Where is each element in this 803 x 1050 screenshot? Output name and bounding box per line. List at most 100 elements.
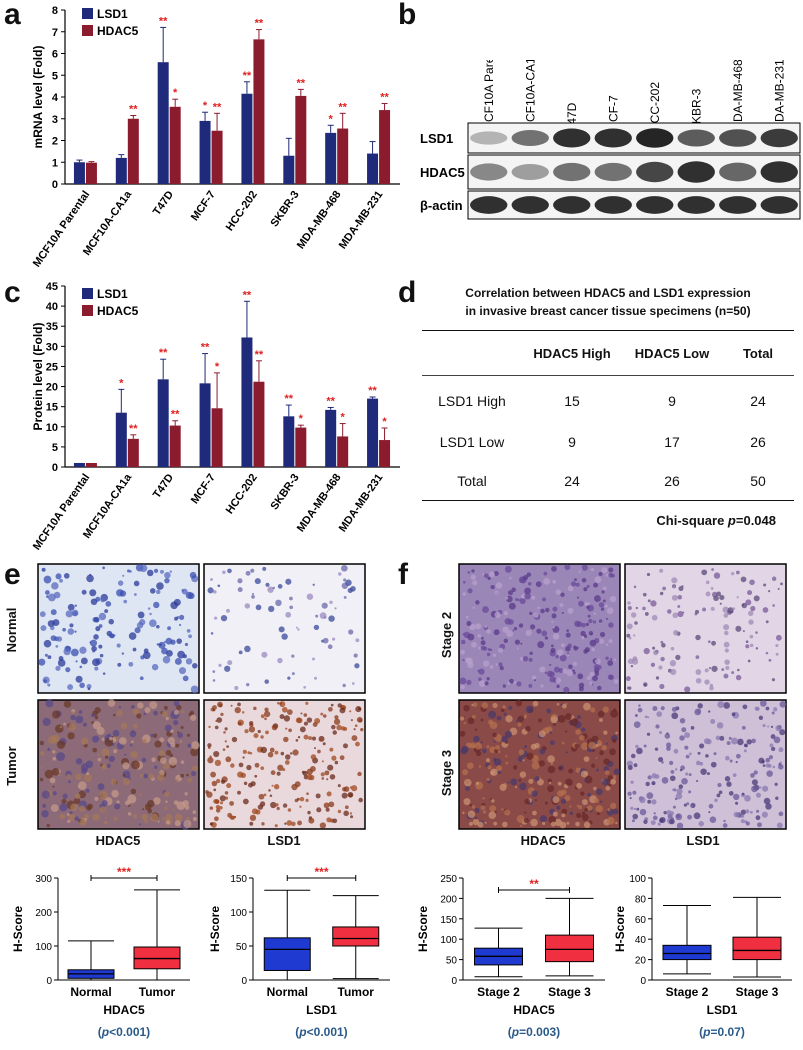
cell-nucleus: [244, 603, 251, 609]
cell-nucleus: [748, 610, 754, 617]
cell-nucleus: [644, 715, 648, 719]
cell-nucleus: [519, 597, 526, 605]
cell-nucleus: [323, 802, 330, 809]
cell-nucleus: [323, 714, 327, 718]
cell-nucleus: [600, 607, 605, 611]
cell-nucleus: [284, 760, 290, 765]
cell-nucleus: [96, 726, 105, 735]
cell-nucleus: [52, 750, 56, 754]
cell-nucleus: [41, 809, 49, 818]
cell-nucleus: [725, 665, 730, 670]
cell-nucleus: [565, 730, 568, 733]
cell-nucleus: [758, 715, 764, 720]
cell-nucleus: [723, 641, 730, 648]
table-header-row: HDAC5 High HDAC5 Low Total: [422, 331, 794, 375]
cell-nucleus: [306, 593, 314, 600]
cell-nucleus: [509, 680, 513, 684]
cell-nucleus: [156, 589, 161, 595]
cell-nucleus: [462, 592, 466, 596]
cell-nucleus: [39, 740, 45, 746]
cell-nucleus: [710, 606, 715, 611]
box: [263, 937, 311, 971]
cell-nucleus: [310, 754, 317, 760]
cell-nucleus: [598, 619, 603, 623]
cell-nucleus: [580, 742, 589, 751]
cell-nucleus: [498, 647, 504, 653]
cell-nucleus: [254, 762, 260, 768]
cell-nucleus: [588, 618, 593, 624]
cell-nucleus: [626, 633, 631, 638]
cell-nucleus: [467, 633, 475, 641]
cell-nucleus: [121, 652, 125, 655]
cell-nucleus: [636, 747, 643, 755]
cell-nucleus: [613, 768, 620, 775]
cell-nucleus: [317, 749, 321, 754]
cell-nucleus: [580, 791, 585, 796]
cell-nucleus: [578, 600, 584, 607]
cell-nucleus: [549, 740, 555, 746]
cell-nucleus: [647, 716, 650, 719]
cell-nucleus: [306, 717, 313, 723]
y-axis-label: mRNA level (Fold): [31, 46, 45, 149]
cell-nucleus: [303, 713, 308, 717]
cell-nucleus: [275, 599, 282, 607]
cell-nucleus: [109, 736, 113, 741]
cell-nucleus: [716, 591, 721, 597]
cell-nucleus: [63, 648, 71, 656]
y-tick-label: 200: [440, 894, 457, 905]
cell-nucleus: [154, 765, 158, 769]
cell-nucleus: [291, 821, 296, 827]
cell-nucleus: [343, 810, 349, 817]
cell-nucleus: [143, 651, 151, 660]
cell-nucleus: [230, 704, 233, 707]
cell-nucleus: [276, 771, 281, 776]
cell-nucleus: [59, 578, 63, 583]
cell-nucleus: [696, 780, 699, 783]
lane-label: SKBR-3: [689, 88, 703, 132]
cell-nucleus: [566, 629, 569, 633]
cell-nucleus: [160, 569, 164, 574]
cell-nucleus: [584, 778, 588, 783]
blot-row-label: LSD1: [420, 131, 453, 146]
cell-nucleus: [97, 753, 100, 756]
y-tick-label: 0: [451, 976, 457, 987]
cell-nucleus: [504, 730, 513, 738]
cell-nucleus: [502, 705, 506, 709]
table-cell: 24: [564, 473, 580, 489]
cell-nucleus: [319, 612, 327, 620]
cell-nucleus: [283, 736, 289, 743]
cell-nucleus: [153, 710, 159, 716]
cell-nucleus: [547, 785, 555, 793]
cell-nucleus: [576, 715, 581, 720]
cell-nucleus: [593, 612, 597, 615]
cell-nucleus: [581, 622, 586, 628]
y-tick-label: 150: [440, 915, 457, 926]
cell-nucleus: [157, 773, 165, 781]
table-cell: 50: [750, 473, 766, 489]
correlation-table: Correlation between HDAC5 and LSD1 expre…: [422, 280, 794, 528]
bar-hdac5: [253, 39, 265, 184]
bar-lsd1: [199, 120, 211, 184]
cell-nucleus: [74, 793, 81, 799]
bar-hdac5: [127, 118, 139, 184]
cell-nucleus: [707, 640, 711, 644]
panel-letter-b: b: [398, 0, 417, 31]
cell-nucleus: [66, 773, 72, 779]
cell-nucleus: [286, 709, 293, 716]
cell-nucleus: [732, 773, 737, 777]
cell-nucleus: [765, 706, 770, 711]
cell-nucleus: [173, 800, 179, 805]
cell-nucleus: [741, 792, 745, 796]
cell-nucleus: [265, 582, 270, 587]
cell-nucleus: [756, 809, 760, 813]
cell-nucleus: [533, 612, 539, 618]
cell-nucleus: [605, 742, 609, 745]
micro-f-row-stage2: Stage 2: [439, 611, 454, 659]
cell-nucleus: [94, 796, 99, 801]
cell-nucleus: [277, 701, 280, 705]
cell-nucleus: [745, 599, 752, 606]
cell-nucleus: [505, 761, 509, 765]
